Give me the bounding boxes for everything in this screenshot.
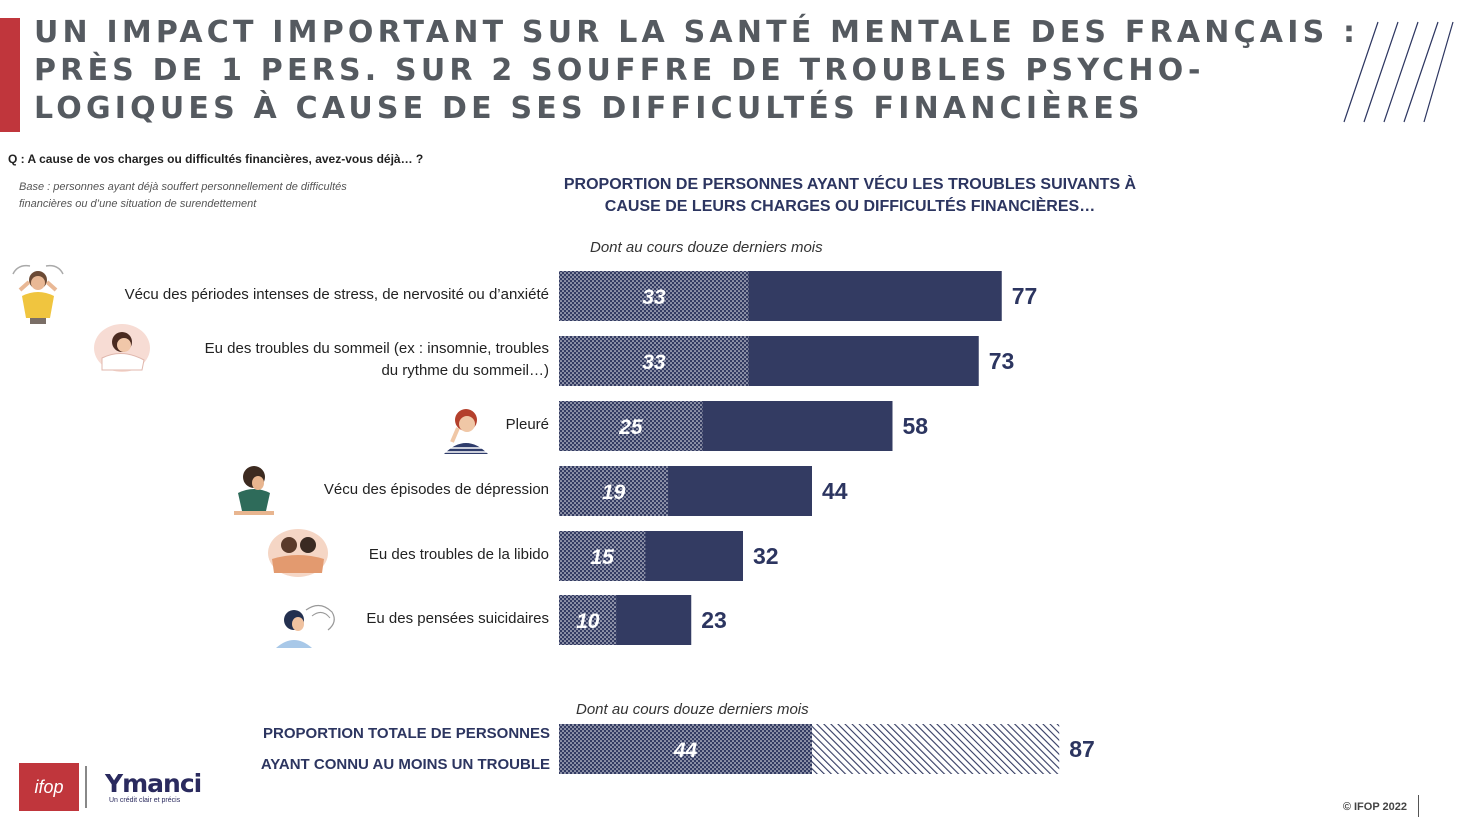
bar-last-12-months <box>559 401 703 451</box>
chart-title-line-2: CAUSE DE LEURS CHARGES OU DIFFICULTÉS FI… <box>604 198 1096 215</box>
category-label-line: Pleuré <box>505 416 549 433</box>
bar-total-last-12-months-value: 44 <box>673 739 698 762</box>
category-label: Eu des troubles de la libido <box>369 544 549 566</box>
troubled-thoughts-icon <box>276 604 335 648</box>
category-label: Pleuré <box>506 414 549 436</box>
bar-last-12-months <box>559 336 749 386</box>
base-note-line-2: financières ou d’une situation de surend… <box>19 198 257 210</box>
couple-in-bed-icon <box>268 529 328 577</box>
bar-total-value: 73 <box>989 348 1015 374</box>
bar-total-value: 32 <box>753 543 779 569</box>
total-label-line-2: AYANT CONNU AU MOINS UN TROUBLE <box>260 756 550 773</box>
title-line-2: PRÈS DE 1 PERS. SUR 2 SOUFFRE DE TROUBLE… <box>34 53 1205 88</box>
bar-total-last-12-months <box>559 724 812 774</box>
bar-total-any-trouble-value: 87 <box>1069 736 1095 762</box>
base-note: Base : personnes ayant déjà souffert per… <box>19 179 439 213</box>
stressed-person-icon <box>12 264 64 324</box>
bar-last-12-months-value: 33 <box>642 286 666 309</box>
ymanci-logo: Ymanci <box>105 769 202 798</box>
bar-last-12-months <box>559 531 646 581</box>
category-label-line: Vécu des périodes intenses de stress, de… <box>124 286 549 303</box>
survey-question: Q : A cause de vos charges ou difficulté… <box>8 152 424 166</box>
decorative-hatch-lines <box>1343 21 1454 123</box>
depressed-person-icon <box>234 466 274 515</box>
chart-title: PROPORTION DE PERSONNES AYANT VÉCU LES T… <box>520 174 1180 218</box>
last-12-months-label-bottom: Dont au cours douze derniers mois <box>576 701 809 718</box>
crying-person-icon <box>444 409 488 454</box>
ymanci-tagline: Un crédit clair et précis <box>109 797 181 804</box>
category-label-line: du rythme du sommeil…) <box>381 362 549 379</box>
base-note-line-1: Base : personnes ayant déjà souffert per… <box>19 181 347 193</box>
title-line-1: UN IMPACT IMPORTANT SUR LA SANTÉ MENTALE… <box>34 15 1360 50</box>
bar-total-value: 77 <box>1012 283 1038 309</box>
bar-total-value: 44 <box>822 478 848 504</box>
category-label-line: Vécu des épisodes de dépression <box>323 481 549 498</box>
page-title: UN IMPACT IMPORTANT SUR LA SANTÉ MENTALE… <box>34 14 1364 128</box>
category-label-line: Eu des troubles de la libido <box>368 546 549 563</box>
bar-last-12-months-value: 33 <box>642 351 666 374</box>
bar-last-12-months <box>559 466 669 516</box>
logo-separator <box>85 766 87 808</box>
ifop-logo: ifop <box>19 763 79 811</box>
title-accent-bar <box>0 18 20 132</box>
last-12-months-label-top: Dont au cours douze derniers mois <box>590 239 823 256</box>
total-label-line-1: PROPORTION TOTALE DE PERSONNES <box>263 725 550 742</box>
bar-last-12-months-value: 19 <box>602 481 626 504</box>
bar-last-12-months-value: 25 <box>618 416 643 439</box>
category-label: Eu des pensées suicidaires <box>366 608 549 630</box>
copyright-divider <box>1418 795 1419 817</box>
category-label-line: Eu des pensées suicidaires <box>366 610 549 627</box>
bar-last-12-months <box>559 271 749 321</box>
chart-title-line-1: PROPORTION DE PERSONNES AYANT VÉCU LES T… <box>563 176 1137 193</box>
bar-last-12-months-value: 15 <box>590 546 614 569</box>
category-label: Vécu des épisodes de dépression <box>324 479 549 501</box>
total-label: PROPORTION TOTALE DE PERSONNES AYANT CON… <box>200 718 550 780</box>
category-label: Eu des troubles du sommeil (ex : insomni… <box>205 338 549 382</box>
copyright: © IFOP 2022 <box>1342 801 1407 813</box>
title-line-3: LOGIQUES À CAUSE DE SES DIFFICULTÉS FINA… <box>34 91 1144 126</box>
bar-total-value: 58 <box>903 413 929 439</box>
bar-last-12-months <box>559 595 617 645</box>
bar-last-12-months-value: 10 <box>576 610 600 633</box>
bar-total-value: 23 <box>701 607 727 633</box>
category-label-line: Eu des troubles du sommeil (ex : insomni… <box>204 340 549 357</box>
sleeping-person-icon <box>94 324 150 372</box>
category-label: Vécu des périodes intenses de stress, de… <box>125 284 549 306</box>
